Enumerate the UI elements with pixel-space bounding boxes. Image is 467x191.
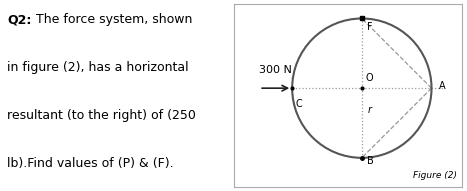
Text: B: B bbox=[368, 156, 374, 166]
Text: C: C bbox=[296, 99, 303, 109]
Text: 300 N: 300 N bbox=[259, 65, 292, 75]
Text: The force system, shown: The force system, shown bbox=[36, 13, 192, 26]
Text: Q2:: Q2: bbox=[7, 13, 31, 26]
Text: O: O bbox=[366, 73, 373, 83]
Text: Figure (2): Figure (2) bbox=[413, 171, 457, 180]
Text: in figure (2), has a horizontal: in figure (2), has a horizontal bbox=[7, 61, 189, 74]
Text: lb).Find values of (P) & (F).: lb).Find values of (P) & (F). bbox=[7, 157, 174, 170]
Text: F: F bbox=[368, 22, 373, 32]
Text: resultant (to the right) of (250: resultant (to the right) of (250 bbox=[7, 109, 196, 122]
Text: A: A bbox=[439, 81, 446, 91]
Text: r: r bbox=[368, 105, 371, 115]
